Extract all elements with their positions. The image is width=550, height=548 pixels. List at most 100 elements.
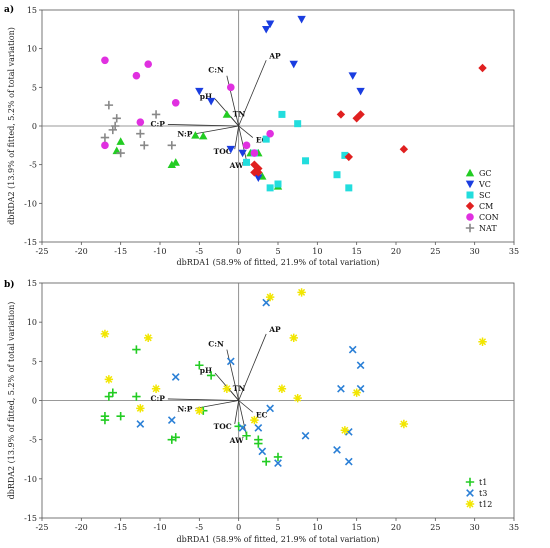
data-point xyxy=(238,424,247,432)
data-point xyxy=(195,361,204,370)
x-tick-label: -20 xyxy=(75,523,88,532)
data-point xyxy=(104,375,114,384)
x-tick-label: 25 xyxy=(430,247,440,256)
legend-marker xyxy=(465,477,475,487)
panel-a: -25 -20 -15 -10 -5 0 5 10 15 20 25 30 35 -15 -10 -5 0 5 10… xyxy=(4,4,519,267)
y-tick-label: 10 xyxy=(27,45,37,54)
data-point xyxy=(222,384,232,393)
data-point xyxy=(333,445,341,454)
data-point xyxy=(195,87,204,96)
data-point xyxy=(266,129,274,138)
y-tick-label: 15 xyxy=(27,279,37,288)
data-point xyxy=(345,184,353,192)
series-cm xyxy=(250,63,487,177)
x-tick-label: 15 xyxy=(352,523,362,532)
legend-label: t1 xyxy=(479,478,487,487)
x-tick-label: 15 xyxy=(352,247,362,256)
legend-marker xyxy=(465,180,475,189)
data-point xyxy=(352,388,361,397)
vector-label: C:P xyxy=(150,394,165,403)
vector-aw xyxy=(238,125,247,161)
y-tick-label: 5 xyxy=(32,83,37,92)
data-point xyxy=(136,118,145,126)
x-tick-label: 0 xyxy=(236,523,241,532)
data-point xyxy=(289,333,298,343)
y-tick-label: 15 xyxy=(27,6,37,15)
data-point xyxy=(242,141,251,150)
data-point xyxy=(297,15,306,24)
data-point xyxy=(302,157,310,165)
vector-label: TN xyxy=(233,384,246,393)
x-tick-label: -5 xyxy=(195,523,203,532)
data-point xyxy=(266,404,274,413)
vector-c-n xyxy=(226,349,240,401)
data-point xyxy=(262,25,271,34)
vector-label: AP xyxy=(268,51,281,60)
vector-ec xyxy=(238,125,254,138)
data-point xyxy=(344,152,353,162)
series-t3 xyxy=(136,298,365,468)
vector-ec xyxy=(238,400,254,413)
data-point xyxy=(348,345,357,354)
legend-marker xyxy=(466,489,474,497)
data-point xyxy=(242,431,251,440)
x-tick-label: 30 xyxy=(470,247,480,256)
data-point xyxy=(356,110,365,119)
data-point xyxy=(250,149,259,157)
data-point xyxy=(191,131,200,139)
x-tick-label: 20 xyxy=(391,247,401,256)
data-point xyxy=(108,388,117,397)
data-point xyxy=(301,431,310,440)
data-point xyxy=(297,288,306,297)
vector-n-p xyxy=(195,125,239,135)
data-point xyxy=(274,459,282,468)
data-point xyxy=(273,452,283,462)
series-nat xyxy=(100,100,176,158)
legend-marker xyxy=(466,213,474,221)
legend-marker xyxy=(465,201,475,211)
x-tick-label: 5 xyxy=(275,247,280,256)
x-tick-label: 20 xyxy=(391,523,401,532)
data-point xyxy=(112,146,121,155)
data-point xyxy=(101,141,109,150)
x-tick-label: -20 xyxy=(75,247,88,256)
data-point xyxy=(262,457,271,466)
y-tick-label: 10 xyxy=(27,318,37,327)
legend-label: NAT xyxy=(479,224,497,233)
data-point xyxy=(266,184,274,192)
data-point xyxy=(340,426,350,435)
legend-label: CM xyxy=(479,202,493,211)
y-tick-label: -5 xyxy=(29,161,37,170)
data-point xyxy=(132,345,141,354)
x-tick-label: 10 xyxy=(312,247,322,256)
data-point xyxy=(222,110,232,118)
data-point xyxy=(104,100,114,110)
vector-tn xyxy=(230,116,239,127)
data-point xyxy=(289,60,298,69)
x-tick-label: -10 xyxy=(154,247,167,256)
panel-label: b) xyxy=(4,279,15,290)
vector-toc xyxy=(234,125,240,150)
vector-label: AW xyxy=(229,436,244,445)
y-tick-label: -15 xyxy=(24,514,37,523)
legend-label: CON xyxy=(479,213,499,222)
data-point xyxy=(336,110,346,119)
vector-label: TOC xyxy=(214,422,232,431)
x-tick-label: -25 xyxy=(36,523,49,532)
vector-tn xyxy=(230,390,239,401)
data-point xyxy=(341,151,349,159)
data-point xyxy=(250,415,259,425)
data-point xyxy=(356,87,365,96)
data-point xyxy=(199,131,208,140)
data-point xyxy=(352,114,361,123)
data-point xyxy=(167,416,176,424)
panel-label: a) xyxy=(4,4,14,15)
data-point xyxy=(478,337,487,346)
data-point xyxy=(151,110,161,119)
data-point xyxy=(258,447,267,456)
legend-label: t12 xyxy=(479,500,492,509)
legend-label: GC xyxy=(479,169,492,178)
data-point xyxy=(100,329,110,339)
y-tick-label: -15 xyxy=(24,238,37,247)
